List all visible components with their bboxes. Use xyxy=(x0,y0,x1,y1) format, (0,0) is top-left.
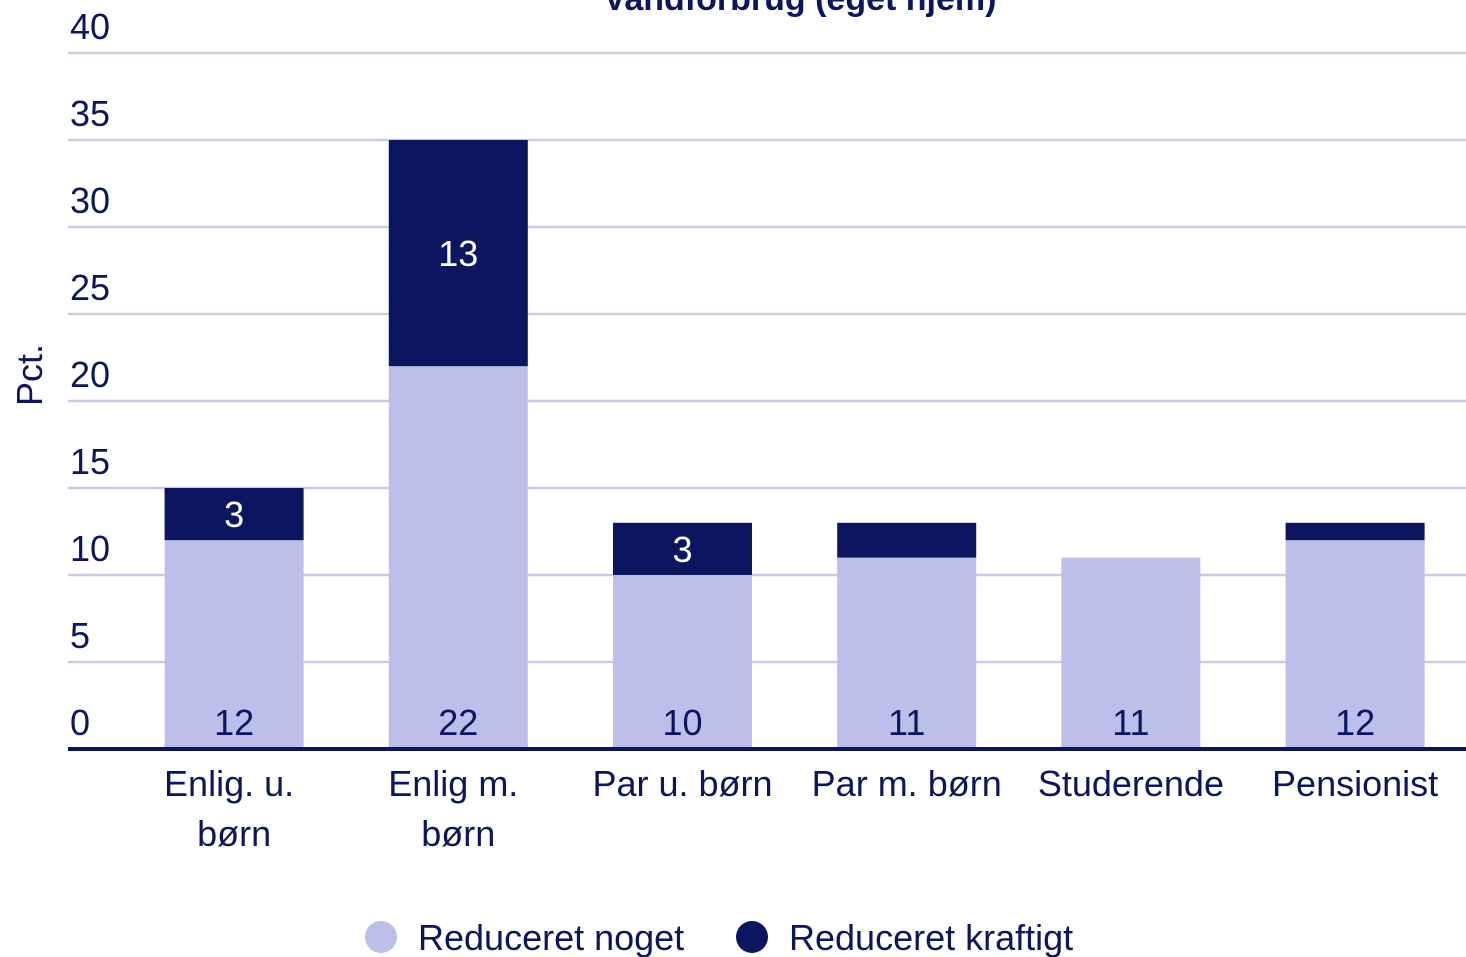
x-tick-label: Pensionist xyxy=(1272,763,1438,804)
bar-segment xyxy=(164,488,304,541)
x-tick-label: Studerende xyxy=(1038,763,1224,804)
bar-segment xyxy=(613,575,752,749)
y-tick-label: 0 xyxy=(70,702,90,743)
x-tick-label: Par u. børn xyxy=(592,763,772,804)
data-label: 22 xyxy=(438,702,478,743)
y-tick-label: 10 xyxy=(70,528,110,569)
data-label: 11 xyxy=(1112,702,1149,743)
data-label: 12 xyxy=(214,702,254,743)
y-tick-label: 20 xyxy=(70,354,110,395)
chart-title: Vandforbrug (eget hjem) xyxy=(604,0,997,18)
y-tick-label: 5 xyxy=(70,615,90,656)
y-tick-label: 35 xyxy=(70,93,110,134)
data-label: 3 xyxy=(672,529,692,570)
bar-segment xyxy=(388,366,528,749)
legend-label: Reduceret kraftigt xyxy=(789,917,1073,957)
x-tick-label: Enlig. u. børn xyxy=(164,763,304,854)
data-label: 11 xyxy=(888,702,925,743)
bar-segment xyxy=(837,557,977,749)
y-tick-label: 15 xyxy=(70,441,110,482)
y-axis-label: Pct. xyxy=(9,344,50,406)
x-tick-label: Par m. børn xyxy=(812,763,1002,804)
bar-segment xyxy=(1285,522,1425,541)
y-tick-label: 30 xyxy=(70,180,110,221)
legend-label: Reduceret noget xyxy=(418,917,684,957)
bar-segment xyxy=(164,540,304,749)
bar-segment xyxy=(1285,540,1425,749)
bar-segment xyxy=(613,522,752,575)
data-label: 13 xyxy=(438,233,478,274)
data-label: 3 xyxy=(224,494,244,535)
data-label: 12 xyxy=(1335,702,1375,743)
y-tick-label: 40 xyxy=(70,6,110,47)
data-label: 10 xyxy=(662,702,702,743)
y-tick-label: 25 xyxy=(70,267,110,308)
legend-swatch xyxy=(365,921,397,953)
legend-swatch xyxy=(736,921,768,953)
x-tick-label: Enlig m. børn xyxy=(388,763,528,854)
bar-segment xyxy=(1061,557,1201,749)
bar-segment xyxy=(837,522,977,558)
bar-segment xyxy=(388,140,528,367)
